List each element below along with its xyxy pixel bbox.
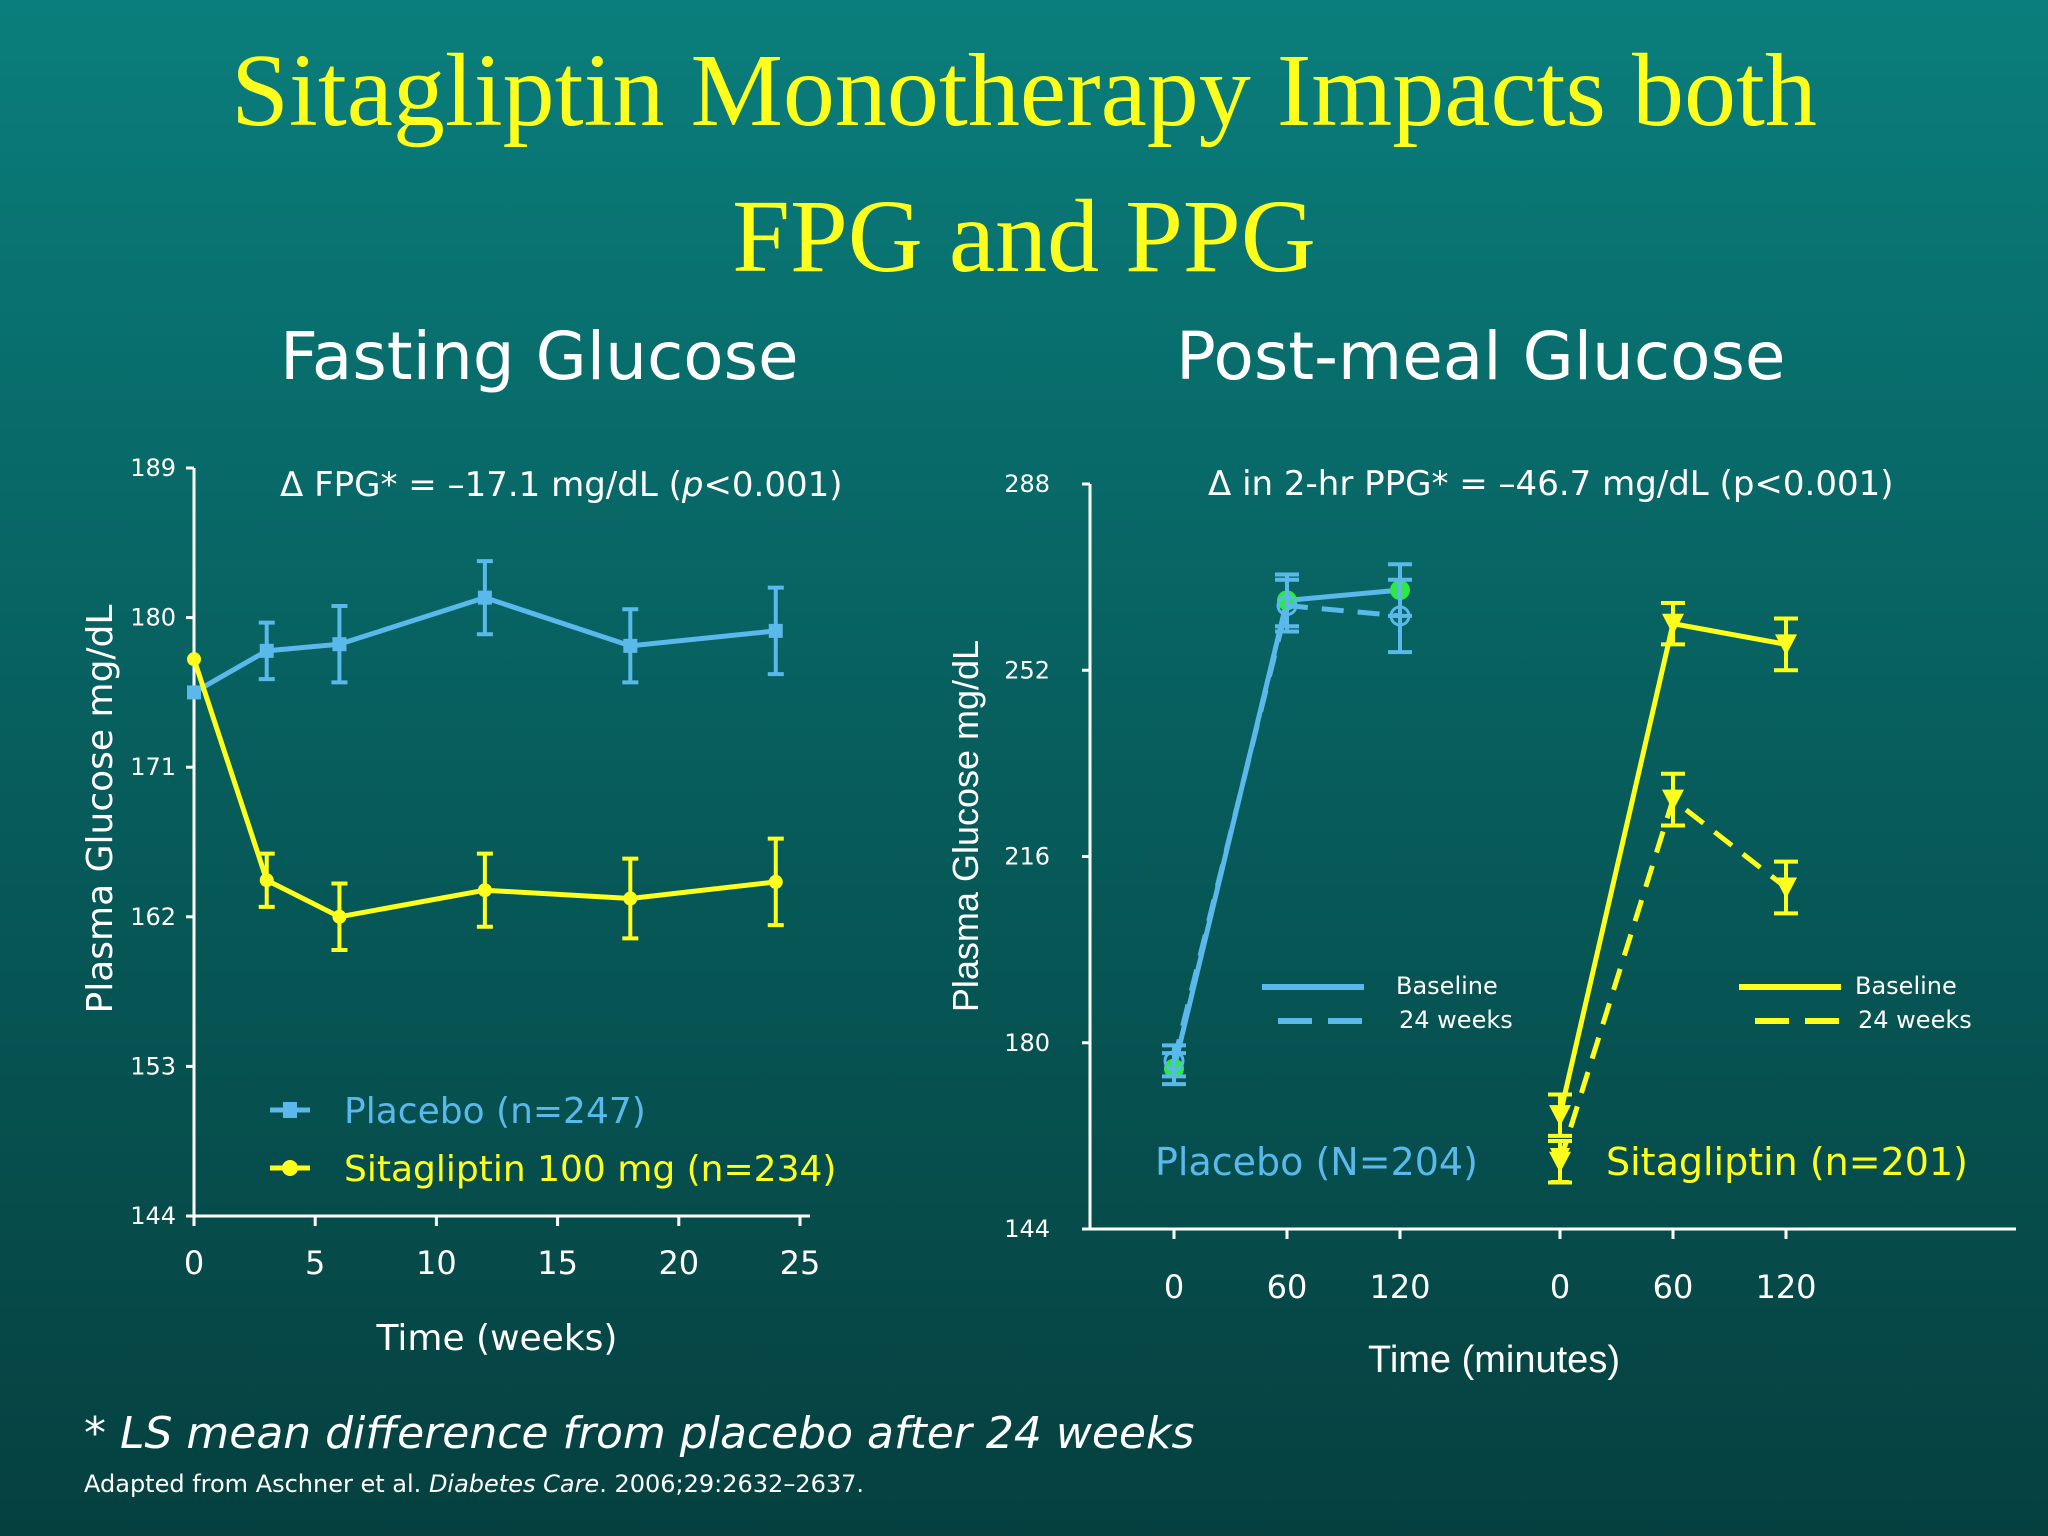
fasting-x-tick-label: 5: [305, 1244, 325, 1282]
footnote: * LS mean difference from placebo after …: [84, 1408, 1195, 1459]
citation: Adapted from Aschner et al. Diabetes Car…: [84, 1470, 864, 1498]
fasting-annotation: Δ FPG* = –17.1 mg/dL (p<0.001): [280, 465, 843, 505]
fasting-chart-title: Fasting Glucose: [280, 318, 799, 395]
postmeal-group-label: Placebo (N=204): [1155, 1140, 1478, 1184]
fasting-legend-label: Sitagliptin 100 mg (n=234): [344, 1149, 836, 1190]
postmeal-y-axis-label: Plasma Glucose mg/dL: [945, 640, 986, 1012]
citation-journal: Diabetes Care: [428, 1470, 600, 1498]
postmeal-x-axis-label: Time (minutes): [1368, 1339, 1620, 1381]
fasting-legend-label: Placebo (n=247): [344, 1091, 646, 1132]
fasting-point: [187, 652, 201, 667]
fasting-y-tick-label: 180: [130, 604, 176, 632]
postmeal-point: [1662, 613, 1684, 635]
postmeal-point: [1662, 789, 1684, 811]
postmeal-y-tick-label: 252: [1004, 656, 1050, 684]
title-line-2: FPG and PPG: [732, 179, 1316, 294]
fasting-series-line: [192, 595, 777, 695]
fasting-x-tick-label: 25: [780, 1244, 821, 1282]
postmeal-x-tick-label: 0: [1164, 1268, 1184, 1306]
fasting-point: [332, 909, 347, 924]
postmeal-x-tick-label: 0: [1550, 1268, 1570, 1306]
postmeal-x-tick-label: 60: [1653, 1268, 1694, 1306]
postmeal-annotation: Δ in 2-hr PPG* = –46.7 mg/dL (p<0.001): [1208, 464, 1894, 504]
postmeal-x-tick-label: 120: [1755, 1268, 1816, 1306]
postmeal-point: [1775, 634, 1797, 656]
fasting-point: [623, 891, 638, 906]
fasting-legend-marker: [283, 1102, 297, 1118]
postmeal-point: [1276, 595, 1298, 617]
postmeal-point: [1163, 1050, 1185, 1072]
annotation-text: Δ FPG* = –17.1 mg/dL (: [280, 465, 682, 505]
citation-prefix: Adapted from Aschner et al.: [84, 1470, 429, 1498]
fasting-x-tick-label: 10: [416, 1244, 457, 1282]
fasting-y-tick-label: 144: [130, 1202, 176, 1230]
postmeal-point: [1389, 605, 1411, 627]
postmeal-chart-title: Post-meal Glucose: [1176, 318, 1786, 395]
citation-suffix: . 2006;29:2632–2637.: [599, 1470, 865, 1498]
fasting-series-line: [191, 658, 777, 920]
postmeal-y-tick-label: 144: [1004, 1215, 1050, 1243]
fasting-y-tick-label: 162: [130, 903, 176, 931]
fasting-point: [768, 874, 783, 889]
postmeal-legend-label: Baseline: [1396, 972, 1498, 1000]
postmeal-series-line: [1557, 795, 1788, 1163]
postmeal-y-tick-label: 216: [1004, 843, 1050, 871]
postmeal-legend-label: Baseline: [1855, 972, 1957, 1000]
fasting-point: [187, 685, 201, 700]
postmeal-series-line: [1171, 602, 1401, 1062]
fasting-point: [259, 873, 274, 888]
fasting-x-axis-label: Time (weeks): [376, 1318, 618, 1359]
fasting-x-tick-label: 15: [537, 1244, 578, 1282]
fasting-point: [332, 637, 347, 652]
postmeal-series-line: [1557, 620, 1787, 1116]
slide-title: Sitagliptin Monotherapy Impacts both FPG…: [0, 18, 2048, 310]
fasting-x-tick-label: 0: [184, 1244, 204, 1282]
annotation-text: <0.001): [703, 465, 842, 505]
postmeal-group-label: Sitagliptin (n=201): [1606, 1140, 1968, 1184]
postmeal-x-tick-label: 60: [1267, 1268, 1308, 1306]
postmeal-series-line: [1171, 587, 1401, 1070]
fasting-point: [477, 590, 492, 605]
fasting-point: [259, 643, 274, 658]
fasting-point: [768, 623, 783, 638]
fasting-point: [623, 638, 638, 653]
title-line-1: Sitagliptin Monotherapy Impacts both: [231, 33, 1817, 148]
fasting-point: [477, 883, 492, 898]
postmeal-point: [1549, 1105, 1571, 1127]
fasting-x-tick-label: 20: [658, 1244, 699, 1282]
fasting-y-tick-label: 171: [130, 753, 176, 781]
fasting-y-axis-label: Plasma Glucose mg/dL: [80, 605, 121, 1014]
postmeal-y-tick-label: 288: [1004, 470, 1050, 498]
annotation-p: p: [681, 465, 704, 505]
fasting-y-tick-label: 189: [130, 454, 176, 482]
fasting-y-tick-label: 153: [130, 1052, 176, 1080]
postmeal-x-tick-label: 120: [1369, 1268, 1430, 1306]
fasting-legend-marker: [282, 1160, 298, 1176]
postmeal-y-tick-label: 180: [1004, 1029, 1050, 1057]
postmeal-point: [1775, 877, 1797, 899]
postmeal-legend-label: 24 weeks: [1399, 1006, 1513, 1034]
postmeal-legend-label: 24 weeks: [1858, 1006, 1972, 1034]
